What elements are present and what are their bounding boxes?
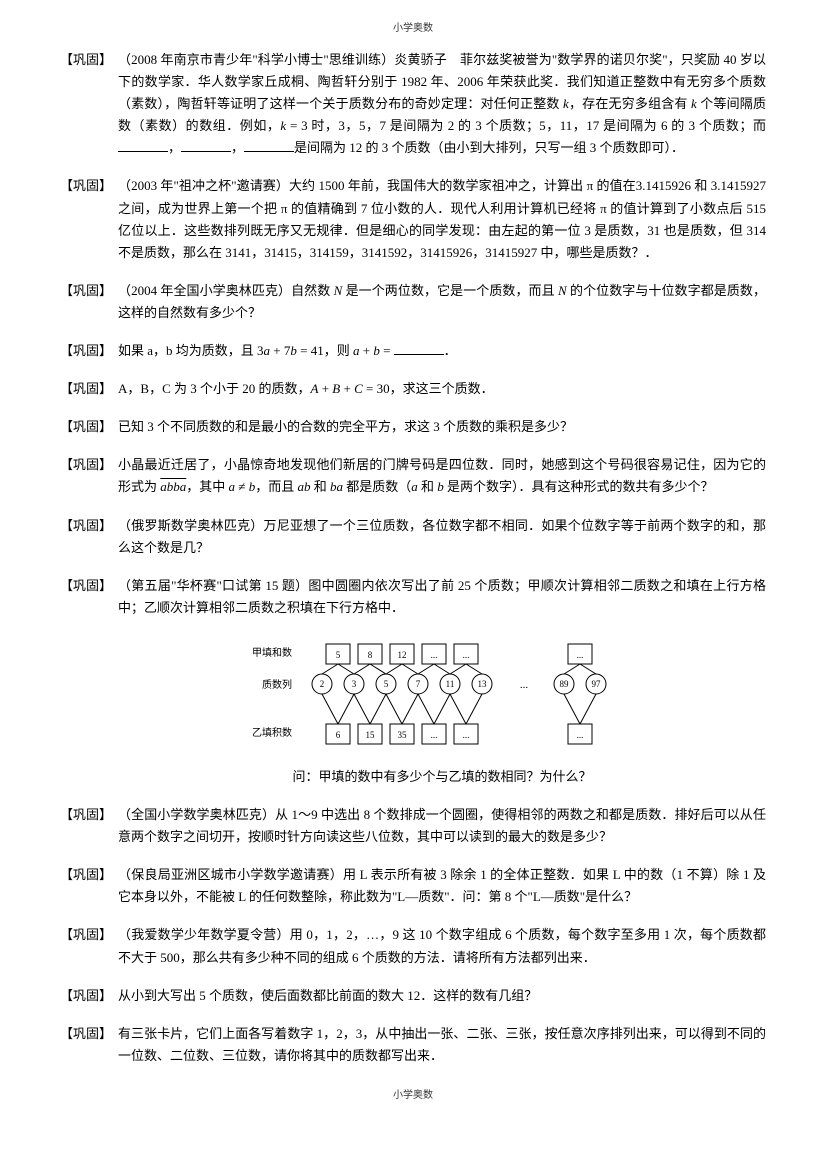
problem-block: 【巩固】小晶最近迁居了，小晶惊奇地发现他们新居的门牌号码是四位数．同时，她感到这…: [60, 454, 766, 498]
problem-body: （我爱数学少年数学夏令营）用 0，1，2，…，9 这 10 个数字组成 6 个质…: [118, 924, 766, 968]
problem-body: （2008 年南京市青少年"科学小博士"思维训练）炎黄骄子 菲尔兹奖被誉为"数学…: [118, 49, 766, 159]
problem-block: 【巩固】 （我爱数学少年数学夏令营）用 0，1，2，…，9 这 10 个数字组成 …: [60, 924, 766, 968]
problem-body: 已知 3 个不同质数的和是最小的合数的完全平方，求这 3 个质数的乘积是多少？: [118, 416, 766, 438]
problem-tag: 【巩固】: [60, 864, 112, 886]
problem-block: 【巩固】（第五届"华杯赛"口试第 15 题）图中圆圈内依次写出了前 25 个质数…: [60, 575, 766, 788]
problem-tag: 【巩固】: [60, 340, 112, 362]
problem-block: 【巩固】 A，B，C 为 3 个小于 20 的质数，A + B + C = 30，…: [60, 378, 766, 400]
problem-body: 如果 a，b 均为质数，且 3a + 7b = 41，则 a + b = ．: [118, 340, 766, 362]
svg-text:乙填积数: 乙填积数: [252, 726, 292, 739]
problem-body: A，B，C 为 3 个小于 20 的质数，A + B + C = 30，求这三个…: [118, 378, 766, 400]
problem-tag: 【巩固】: [60, 49, 112, 71]
problem-tag: 【巩固】: [60, 454, 112, 476]
diagram-caption: 问：甲填的数中有多少个与乙填的数相同？为什么？: [118, 766, 766, 788]
svg-text:15: 15: [366, 730, 376, 740]
svg-text:...: ...: [463, 730, 470, 740]
svg-text:7: 7: [416, 679, 421, 689]
problem-tag: 【巩固】: [60, 924, 112, 946]
problem-body: （俄罗斯数学奥林匹克）万尼亚想了一个三位质数，各位数字都不相同．如果个位数字等于…: [118, 515, 766, 559]
svg-text:3: 3: [352, 679, 357, 689]
problem-tag: 【巩固】: [60, 175, 112, 197]
problem-body: （2003 年"祖冲之杯"邀请赛）大约 1500 年前，我国伟大的数学家祖冲之，…: [118, 175, 766, 263]
problem-block: 【巩固】 （2003 年"祖冲之杯"邀请赛）大约 1500 年前，我国伟大的数学家…: [60, 175, 766, 263]
svg-text:...: ...: [431, 730, 438, 740]
problem-block: 【巩固】有三张卡片，它们上面各写着数字 1，2，3，从中抽出一张、二张、三张，按…: [60, 1023, 766, 1067]
svg-text:89: 89: [560, 679, 570, 689]
page-footer: 小学奥数: [60, 1087, 766, 1104]
page-header: 小学奥数: [60, 20, 766, 37]
svg-text:8: 8: [368, 650, 373, 660]
svg-text:35: 35: [398, 730, 408, 740]
problem-body: 有三张卡片，它们上面各写着数字 1，2，3，从中抽出一张、二张、三张，按任意次序…: [118, 1023, 766, 1067]
svg-text:6: 6: [336, 730, 341, 740]
problem-block: 【巩固】如果 a，b 均为质数，且 3a + 7b = 41，则 a + b =…: [60, 340, 766, 362]
problem-tag: 【巩固】: [60, 280, 112, 302]
problem-body: 小晶最近迁居了，小晶惊奇地发现他们新居的门牌号码是四位数．同时，她感到这个号码很…: [118, 454, 766, 498]
problem-tag: 【巩固】: [60, 985, 112, 1007]
problem-block: 【巩固】 （2004 年全国小学奥林匹克）自然数 N 是一个两位数，它是一个质数，…: [60, 280, 766, 324]
svg-text:12: 12: [398, 650, 407, 660]
problem-body: （保良局亚洲区城市小学数学邀请赛）用 L 表示所有被 3 除余 1 的全体正整数…: [118, 864, 766, 908]
svg-text:5: 5: [384, 679, 389, 689]
problem-block: 【巩固】 （保良局亚洲区城市小学数学邀请赛）用 L 表示所有被 3 除余 1 的全…: [60, 864, 766, 908]
svg-text:5: 5: [336, 650, 341, 660]
problem-body: （2004 年全国小学奥林匹克）自然数 N 是一个两位数，它是一个质数，而且 N…: [118, 280, 766, 324]
svg-text:...: ...: [577, 730, 584, 740]
svg-text:...: ...: [520, 679, 529, 691]
svg-text:质数列: 质数列: [262, 678, 292, 691]
problem-tag: 【巩固】: [60, 1023, 112, 1045]
problem-body: （第五届"华杯赛"口试第 15 题）图中圆圈内依次写出了前 25 个质数；甲顺次…: [118, 575, 766, 788]
problem-tag: 【巩固】: [60, 804, 112, 826]
svg-text:2: 2: [320, 679, 325, 689]
problem-block: 【巩固】 （全国小学数学奥林匹克）从 1～9 中选出 8 个数排成一个圆圈，使得相…: [60, 804, 766, 848]
problem-body: 从小到大写出 5 个质数，使后面数都比前面的数大 12．这样的数有几组？: [118, 985, 766, 1007]
svg-text:97: 97: [592, 679, 602, 689]
problem-tag: 【巩固】: [60, 515, 112, 537]
problem-block: 【巩固】 （俄罗斯数学奥林匹克）万尼亚想了一个三位质数，各位数字都不相同．如果个位…: [60, 515, 766, 559]
problem-tag: 【巩固】: [60, 416, 112, 438]
svg-text:13: 13: [478, 679, 488, 689]
svg-text:...: ...: [431, 650, 438, 660]
problem-block: 【巩固】 （2008 年南京市青少年"科学小博士"思维训练）炎黄骄子 菲尔兹奖被誉…: [60, 49, 766, 159]
problem-block: 【巩固】已知 3 个不同质数的和是最小的合数的完全平方，求这 3 个质数的乘积是…: [60, 416, 766, 438]
problem-tag: 【巩固】: [60, 575, 112, 597]
svg-text:11: 11: [446, 679, 455, 689]
svg-text:甲填和数: 甲填和数: [252, 646, 292, 659]
problem-body: （全国小学数学奥林匹克）从 1～9 中选出 8 个数排成一个圆圈，使得相邻的两数…: [118, 804, 766, 848]
prime-diagram: 甲填和数质数列乙填积数5812.........235711138997...6…: [118, 629, 766, 756]
svg-text:...: ...: [463, 650, 470, 660]
problem-block: 【巩固】从小到大写出 5 个质数，使后面数都比前面的数大 12．这样的数有几组？: [60, 985, 766, 1007]
problem-tag: 【巩固】: [60, 378, 112, 400]
svg-text:...: ...: [577, 650, 584, 660]
